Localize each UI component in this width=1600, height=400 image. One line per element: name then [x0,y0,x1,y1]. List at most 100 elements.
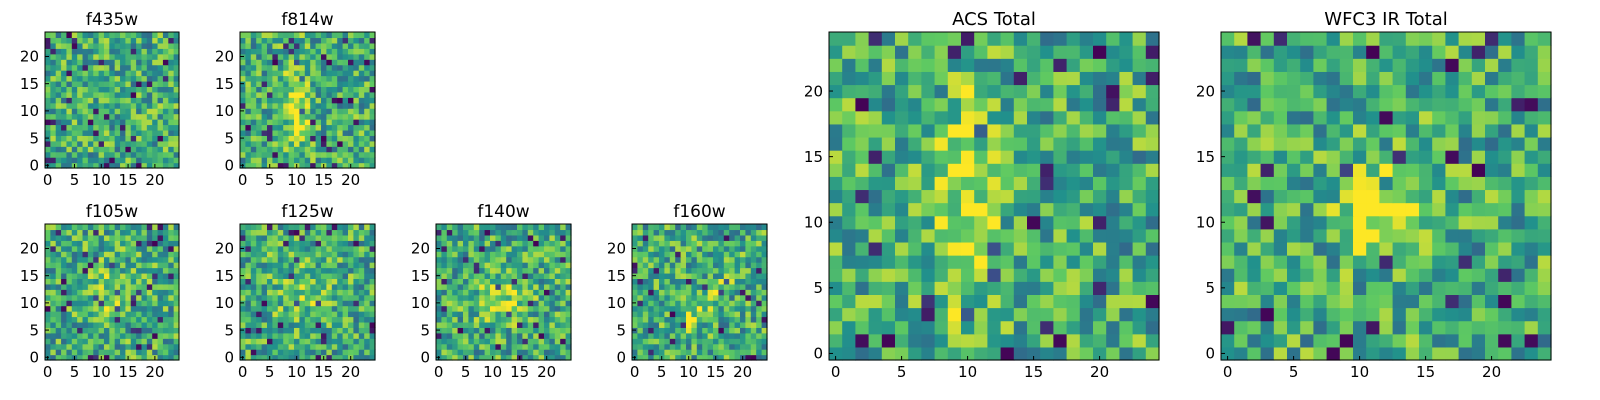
heatmap-cell [299,97,306,104]
heatmap-cell [500,278,507,285]
heatmap-cell [283,305,290,312]
heatmap-cell [473,311,480,318]
heatmap-cell [146,262,153,269]
heatmap-cell [321,311,327,318]
heatmap-cell [93,234,100,241]
heatmap-cell [93,86,100,93]
heatmap-cell [506,349,513,356]
heatmap-cell [256,42,263,49]
heatmap-cell [713,294,719,301]
heatmap-cell [120,224,126,231]
heatmap-cell [168,146,175,153]
heatmap-cell [868,58,883,72]
heatmap-cell [267,64,273,71]
heatmap-cell [1053,32,1068,46]
heatmap-cell [98,48,105,55]
heatmap-cell [310,48,317,55]
heatmap-cell [261,251,268,258]
heatmap-cell [723,327,730,334]
heatmap-cell [256,327,263,334]
heatmap-cell [310,151,317,158]
heatmap-cell [1040,333,1054,348]
heatmap-cell [533,272,540,279]
heatmap-cell [272,108,279,115]
heatmap-cell [50,91,57,98]
heatmap-cell [87,321,94,328]
heatmap-cell [315,129,322,136]
heatmap-cell [130,53,137,60]
heatmap-cell [868,228,883,243]
heatmap-cell [310,321,317,328]
heatmap-cell [549,278,556,285]
heatmap-cell [364,108,371,115]
heatmap-cell [1132,97,1147,112]
heatmap-cell [71,316,78,323]
heatmap-cell [1066,176,1081,191]
heatmap-cell [310,162,317,169]
heatmap-cell [315,240,322,247]
heatmap-cell [675,349,682,356]
heatmap-cell [506,311,513,318]
heatmap-cell [103,86,110,93]
heatmap-cell [337,70,344,77]
heatmap-cell [245,332,252,339]
heatmap-cell [1013,320,1028,335]
heatmap-cell [664,289,671,296]
heatmap-cell [61,234,68,241]
heatmap-cell [987,294,1002,309]
heatmap-cell [987,136,1002,151]
heatmap-cell [250,140,257,147]
y-tick-label: 10 [215,294,234,312]
heatmap-cell [103,32,110,39]
heatmap-cell [103,294,110,301]
heatmap-cell [637,338,644,345]
heatmap-cell [87,338,94,345]
heatmap-cell [691,224,698,231]
heatmap-cell [141,97,148,104]
heatmap-cell [436,343,442,350]
heatmap-cell [718,343,725,350]
heatmap-cell [337,224,344,231]
heatmap-cell [114,229,121,236]
heatmap-cell [358,283,365,290]
heatmap-cell [61,321,68,328]
heatmap-cell [1106,97,1120,112]
heatmap-cell [294,157,300,164]
heatmap-cell [369,321,376,328]
heatmap-cell [168,283,175,290]
heatmap-cell [61,278,68,285]
heatmap-cell [648,224,655,231]
heatmap-cell [675,316,682,323]
heatmap-cell [82,229,89,236]
heatmap-cell [506,245,513,252]
heatmap-cell [342,64,349,71]
heatmap-cell [109,86,116,93]
heatmap-cell [125,349,132,356]
heatmap-cell [304,37,311,44]
heatmap-cell [342,294,349,301]
heatmap-cell [473,245,480,252]
heatmap-cell [353,151,360,158]
heatmap-cell [1485,346,1499,361]
heatmap-cell [120,316,126,323]
heatmap-cell [250,343,257,350]
heatmap-cell [136,316,143,323]
heatmap-cell [707,327,714,334]
heatmap-cell [299,294,306,301]
heatmap-cell [473,229,480,236]
heatmap-cell [1093,320,1107,335]
heatmap-cell [321,140,327,147]
heatmap-cell [702,283,709,290]
heatmap-cell [500,289,507,296]
heatmap-cell [1471,150,1486,164]
heatmap-cell [66,124,73,131]
heatmap-cell [729,256,736,263]
heatmap-cell [1119,163,1134,177]
heatmap-cell [463,327,469,334]
heatmap-cell [734,256,741,263]
heatmap-cell [141,102,148,109]
heatmap-cell [1145,176,1160,191]
heatmap-cell [342,300,349,307]
heatmap-cell [554,294,561,301]
